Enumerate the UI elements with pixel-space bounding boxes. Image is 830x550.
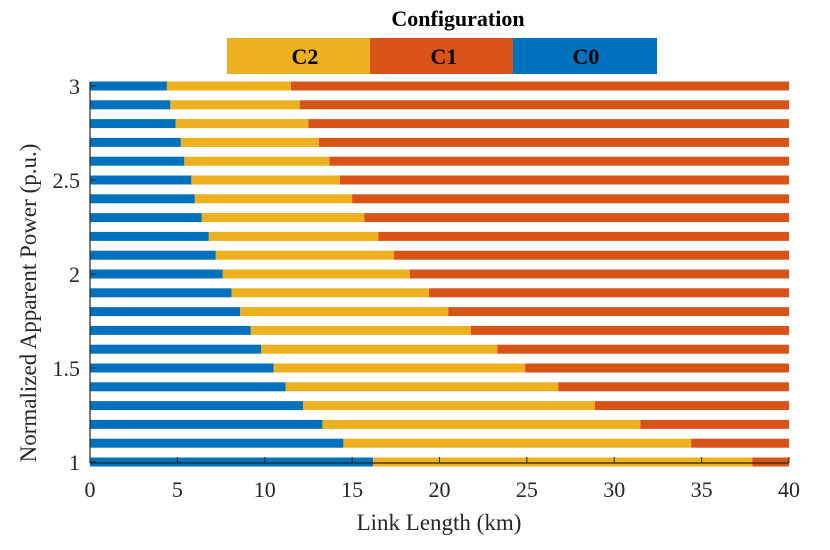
bar-segment-c0	[90, 137, 181, 147]
x-ticks: 0 5 10 15 20 25 30 35 40	[85, 457, 800, 502]
legend-swatch-c1	[370, 38, 513, 74]
x-tick-label: 25	[516, 477, 538, 502]
bar-segment-c2	[303, 401, 596, 411]
bar-segment-c1	[497, 344, 789, 354]
bar-segment-c0	[90, 382, 286, 392]
x-tick-label: 35	[691, 477, 713, 502]
bar-segment-c2	[261, 344, 498, 354]
bar-segment-c2	[240, 307, 449, 317]
bar-segment-c2	[180, 137, 319, 147]
bar-segment-c1	[299, 100, 789, 110]
legend-swatch-c0	[513, 38, 657, 74]
bar-segment-c1	[329, 156, 789, 166]
y-tick-label: 1.5	[53, 356, 81, 381]
bar-segment-c0	[90, 156, 185, 166]
x-tick-label: 15	[341, 477, 363, 502]
bar-segment-c0	[90, 231, 209, 241]
bar-segment-c1	[470, 325, 789, 335]
bar-segment-c2	[208, 231, 379, 241]
x-axis-label: Link Length (km)	[357, 510, 522, 535]
bar-segment-c0	[90, 269, 223, 279]
bar-segment-c2	[194, 194, 353, 204]
bar-segment-c1	[448, 307, 789, 317]
bar-segment-c2	[201, 213, 365, 223]
bar-segment-c0	[90, 325, 251, 335]
bar-segment-c1	[378, 231, 789, 241]
bar-segment-c1	[290, 81, 789, 91]
x-tick-label: 5	[172, 477, 183, 502]
bar-segment-c2	[322, 419, 641, 429]
bar-segment-c0	[90, 81, 167, 91]
bar-segment-c0	[90, 250, 216, 260]
bar-segment-c0	[90, 438, 344, 448]
bars	[90, 81, 789, 467]
bar-segment-c0	[90, 175, 192, 185]
bar-segment-c2	[273, 363, 526, 373]
bar-segment-c1	[752, 457, 789, 467]
bar-segment-c1	[339, 175, 789, 185]
bar-segment-c1	[409, 269, 789, 279]
x-tick-label: 20	[429, 477, 451, 502]
y-tick-label: 2	[69, 262, 80, 287]
bar-segment-c0	[90, 100, 171, 110]
bar-segment-c0	[90, 363, 274, 373]
bar-segment-c1	[318, 137, 789, 147]
bar-segment-c0	[90, 401, 304, 411]
bar-segment-c2	[175, 119, 309, 129]
bar-segment-c2	[170, 100, 300, 110]
y-axis-label: Normalized Apparent Power (p.u.)	[16, 144, 41, 463]
bar-segment-c0	[90, 457, 374, 467]
bar-segment-c2	[343, 438, 692, 448]
bar-segment-c1	[394, 250, 789, 260]
bar-segment-c2	[191, 175, 340, 185]
y-tick-label: 3	[69, 74, 80, 99]
bar-segment-c2	[231, 288, 430, 298]
bar-segment-c0	[90, 344, 262, 354]
bar-segment-c1	[429, 288, 789, 298]
bar-segment-c0	[90, 213, 202, 223]
x-tick-label: 0	[85, 477, 96, 502]
y-ticks: 1 1.5 2 2.5 3	[53, 74, 96, 475]
legend-swatch-c2	[227, 38, 370, 74]
bar-segment-c2	[285, 382, 559, 392]
y-tick-label: 1	[69, 450, 80, 475]
bar-segment-c2	[373, 457, 753, 467]
bar-segment-c0	[90, 307, 241, 317]
bar-segment-c1	[308, 119, 789, 129]
legend-label-c0: C0	[573, 44, 600, 69]
bar-segment-c0	[90, 119, 176, 129]
legend: Configuration C2 C1 C0	[227, 6, 657, 74]
bar-segment-c2	[250, 325, 471, 335]
x-tick-label: 30	[603, 477, 625, 502]
x-tick-label: 10	[254, 477, 276, 502]
bar-segment-c1	[558, 382, 789, 392]
legend-label-c2: C2	[292, 44, 319, 69]
legend-title: Configuration	[391, 6, 524, 31]
bar-segment-c0	[90, 194, 195, 204]
bar-segment-c1	[640, 419, 789, 429]
bar-segment-c1	[595, 401, 789, 411]
bar-segment-c1	[525, 363, 789, 373]
legend-label-c1: C1	[431, 44, 458, 69]
bar-segment-c1	[364, 213, 789, 223]
bar-segment-c0	[90, 288, 232, 298]
bar-segment-c0	[90, 419, 323, 429]
bar-segment-c1	[352, 194, 789, 204]
bar-segment-c2	[184, 156, 330, 166]
bar-segment-c2	[222, 269, 410, 279]
bar-segment-c1	[691, 438, 789, 448]
y-tick-label: 2.5	[53, 168, 81, 193]
bar-segment-c2	[215, 250, 395, 260]
bar-segment-c2	[166, 81, 291, 91]
x-tick-label: 40	[778, 477, 800, 502]
